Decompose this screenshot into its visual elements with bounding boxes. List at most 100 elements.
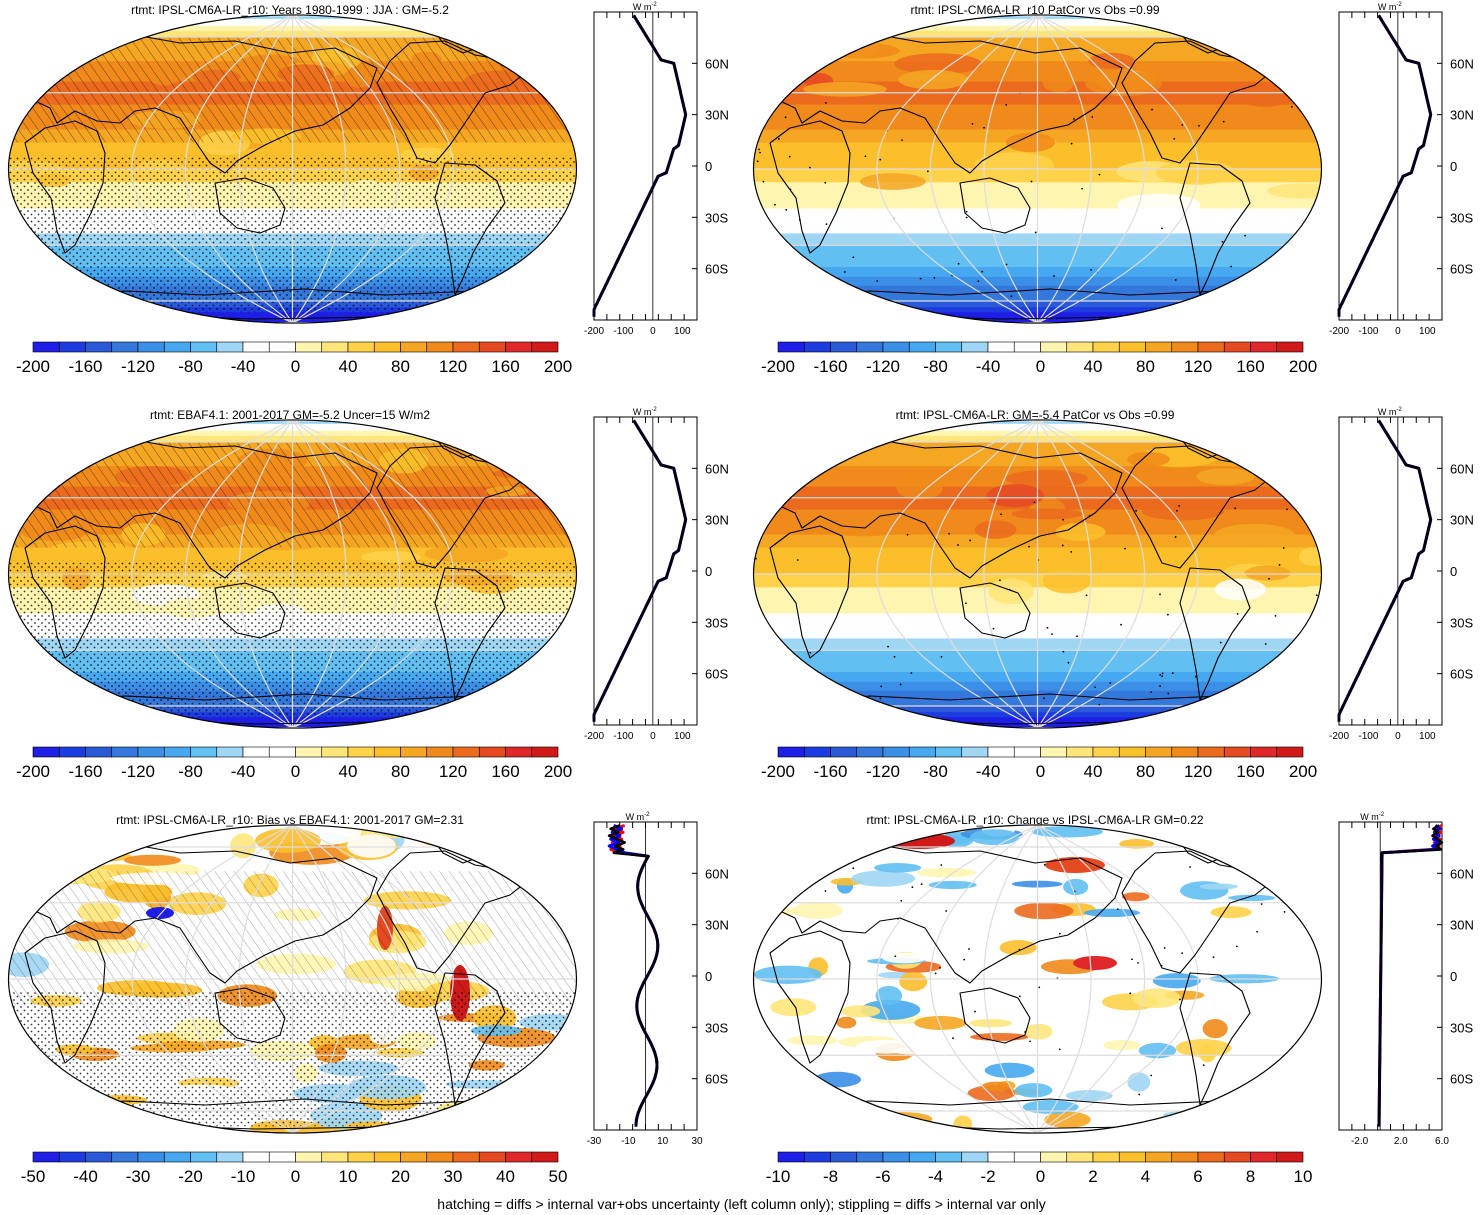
profile-x-tick-label: 100: [1419, 326, 1436, 337]
latitude-tick-label: 60N: [705, 866, 729, 881]
colorbar-swatch: [987, 1151, 1015, 1163]
colorbar-swatch: [32, 1151, 60, 1163]
colorbar-swatch: [242, 1151, 270, 1163]
profile-line-blue: [592, 14, 688, 317]
continent-coastline: [24, 120, 106, 254]
panel-ebaf-obs: rtmt: EBAF4.1: 2001-2017 GM=-5.2 Uncer=1…: [0, 405, 740, 805]
colorbar-tick-label: -200: [16, 762, 50, 781]
colorbar-swatch: [882, 341, 910, 353]
colorbar-swatch: [935, 341, 963, 353]
profile-x-tick-label: 0: [650, 326, 656, 337]
colorbar-swatch: [347, 1151, 375, 1163]
colorbar-swatch: [1171, 746, 1199, 758]
colorbar-tick-label: 160: [491, 357, 519, 376]
continent-coastline: [34, 34, 378, 174]
world-map: [7, 14, 578, 324]
continent-coastline: [769, 930, 851, 1064]
colorbar-swatch: [32, 341, 60, 353]
world-map: [7, 419, 578, 729]
colorbar-swatch: [163, 746, 191, 758]
colorbar-tick-label: -160: [813, 357, 847, 376]
colorbar-tick-label: 120: [1184, 357, 1212, 376]
profile-line-red: [592, 14, 688, 317]
panel-title: rtmt: IPSL-CM6A-LR_r10: Bias vs EBAF4.1:…: [116, 813, 464, 827]
colorbar-swatch: [1145, 746, 1173, 758]
colorbar-swatch: [478, 746, 506, 758]
latitude-tick-label: 30S: [705, 210, 728, 225]
colorbar-tick-label: -2: [980, 1167, 995, 1186]
profile-x-tick-label: -200: [584, 731, 604, 742]
colorbar-swatch: [1145, 1151, 1173, 1163]
colorbar-tick-label: 4: [1141, 1167, 1150, 1186]
colorbar-tick-label: 6: [1193, 1167, 1202, 1186]
profile-line-black: [1337, 14, 1432, 317]
colorbar-swatch: [830, 746, 858, 758]
profile-line-red: [1337, 419, 1433, 722]
colorbar-swatch: [856, 1151, 884, 1163]
colorbar-swatch: [1013, 746, 1041, 758]
colorbar-tick-label: -6: [875, 1167, 890, 1186]
colorbar-swatch: [426, 746, 454, 758]
colorbar-tick-label: 0: [1036, 1167, 1045, 1186]
profile-x-tick-label: -200: [584, 326, 604, 337]
profile-x-tick-label: -200: [1329, 326, 1349, 337]
colorbar-swatch: [373, 341, 401, 353]
colorbar-swatch: [908, 1151, 936, 1163]
latitude-tick-label: 0: [1450, 564, 1457, 579]
colorbar-swatch: [347, 746, 375, 758]
profile-line-black: [607, 824, 660, 1127]
colorbar-swatch: [1040, 746, 1068, 758]
colorbar-tick-label: 0: [291, 762, 300, 781]
colorbar-swatch: [1013, 1151, 1041, 1163]
colorbar-swatch: [190, 746, 218, 758]
colorbar-tick-label: 2: [1088, 1167, 1097, 1186]
colorbar-tick-label: 160: [491, 762, 519, 781]
colorbar-tick-label: 160: [1236, 357, 1264, 376]
colorbar-swatch: [505, 746, 533, 758]
colorbar: -50 -40 -30 -20 -10 0 10 20 30 40 50: [21, 1151, 567, 1186]
colorbar-swatch: [190, 1151, 218, 1163]
profile-x-tick-label: -200: [1329, 731, 1349, 742]
profile-x-tick-label: 2.0: [1394, 1136, 1408, 1147]
continent-coastline: [779, 34, 1123, 174]
colorbar-swatch: [295, 1151, 323, 1163]
colorbar-tick-label: 80: [391, 357, 410, 376]
map-border: [7, 824, 578, 1134]
latitude-tick-label: 30S: [1450, 210, 1473, 225]
colorbar-swatch: [935, 746, 963, 758]
colorbar-swatch: [85, 341, 113, 353]
zonal-mean-profile: W m-2 60N 30N 0 30S 60S -30 -10 10 30: [587, 812, 729, 1147]
profile-x-tick-label: -100: [1358, 326, 1378, 337]
continent-coastline: [34, 439, 378, 579]
colorbar-tick-label: 120: [439, 357, 467, 376]
colorbar-swatch: [268, 341, 296, 353]
panel-title: rtmt: EBAF4.1: 2001-2017 GM=-5.2 Uncer=1…: [149, 408, 431, 422]
profile-x-tick-label: 0: [650, 731, 656, 742]
colorbar-swatch: [58, 1151, 86, 1163]
colorbar-swatch: [216, 341, 244, 353]
continent-coastline: [214, 987, 286, 1044]
profile-x-tick-label: 100: [1419, 731, 1436, 742]
colorbar-tick-label: -10: [766, 1167, 791, 1186]
footnote: hatching = diffs > internal var+obs unce…: [437, 1196, 1046, 1212]
continent-coastline: [959, 582, 1031, 639]
map-field: [753, 824, 1322, 1134]
colorbar-tick-label: -40: [231, 357, 256, 376]
latitude-tick-label: 60S: [1450, 262, 1473, 277]
colorbar-swatch: [400, 341, 428, 353]
profile-line-red: [1377, 824, 1443, 1127]
colorbar-swatch: [1066, 341, 1094, 353]
colorbar-swatch: [1250, 341, 1278, 353]
colorbar-tick-label: 0: [291, 357, 300, 376]
profile-frame: [593, 11, 698, 321]
profile-x-tick-label: -2.0: [1351, 1136, 1369, 1147]
profile-x-tick-label: 6.0: [1435, 1136, 1449, 1147]
colorbar-tick-label: 120: [439, 762, 467, 781]
profile-line-blue: [1377, 824, 1442, 1127]
colorbar-swatch: [505, 341, 533, 353]
colorbar-swatch: [58, 341, 86, 353]
unit-label: W m-2: [633, 407, 657, 417]
zonal-mean-profile: W m-2 60N 30N 0 30S 60S -200 -100 0 100: [584, 2, 729, 337]
colorbar-swatch: [505, 1151, 533, 1163]
latitude-tick-label: 30N: [1450, 918, 1474, 933]
